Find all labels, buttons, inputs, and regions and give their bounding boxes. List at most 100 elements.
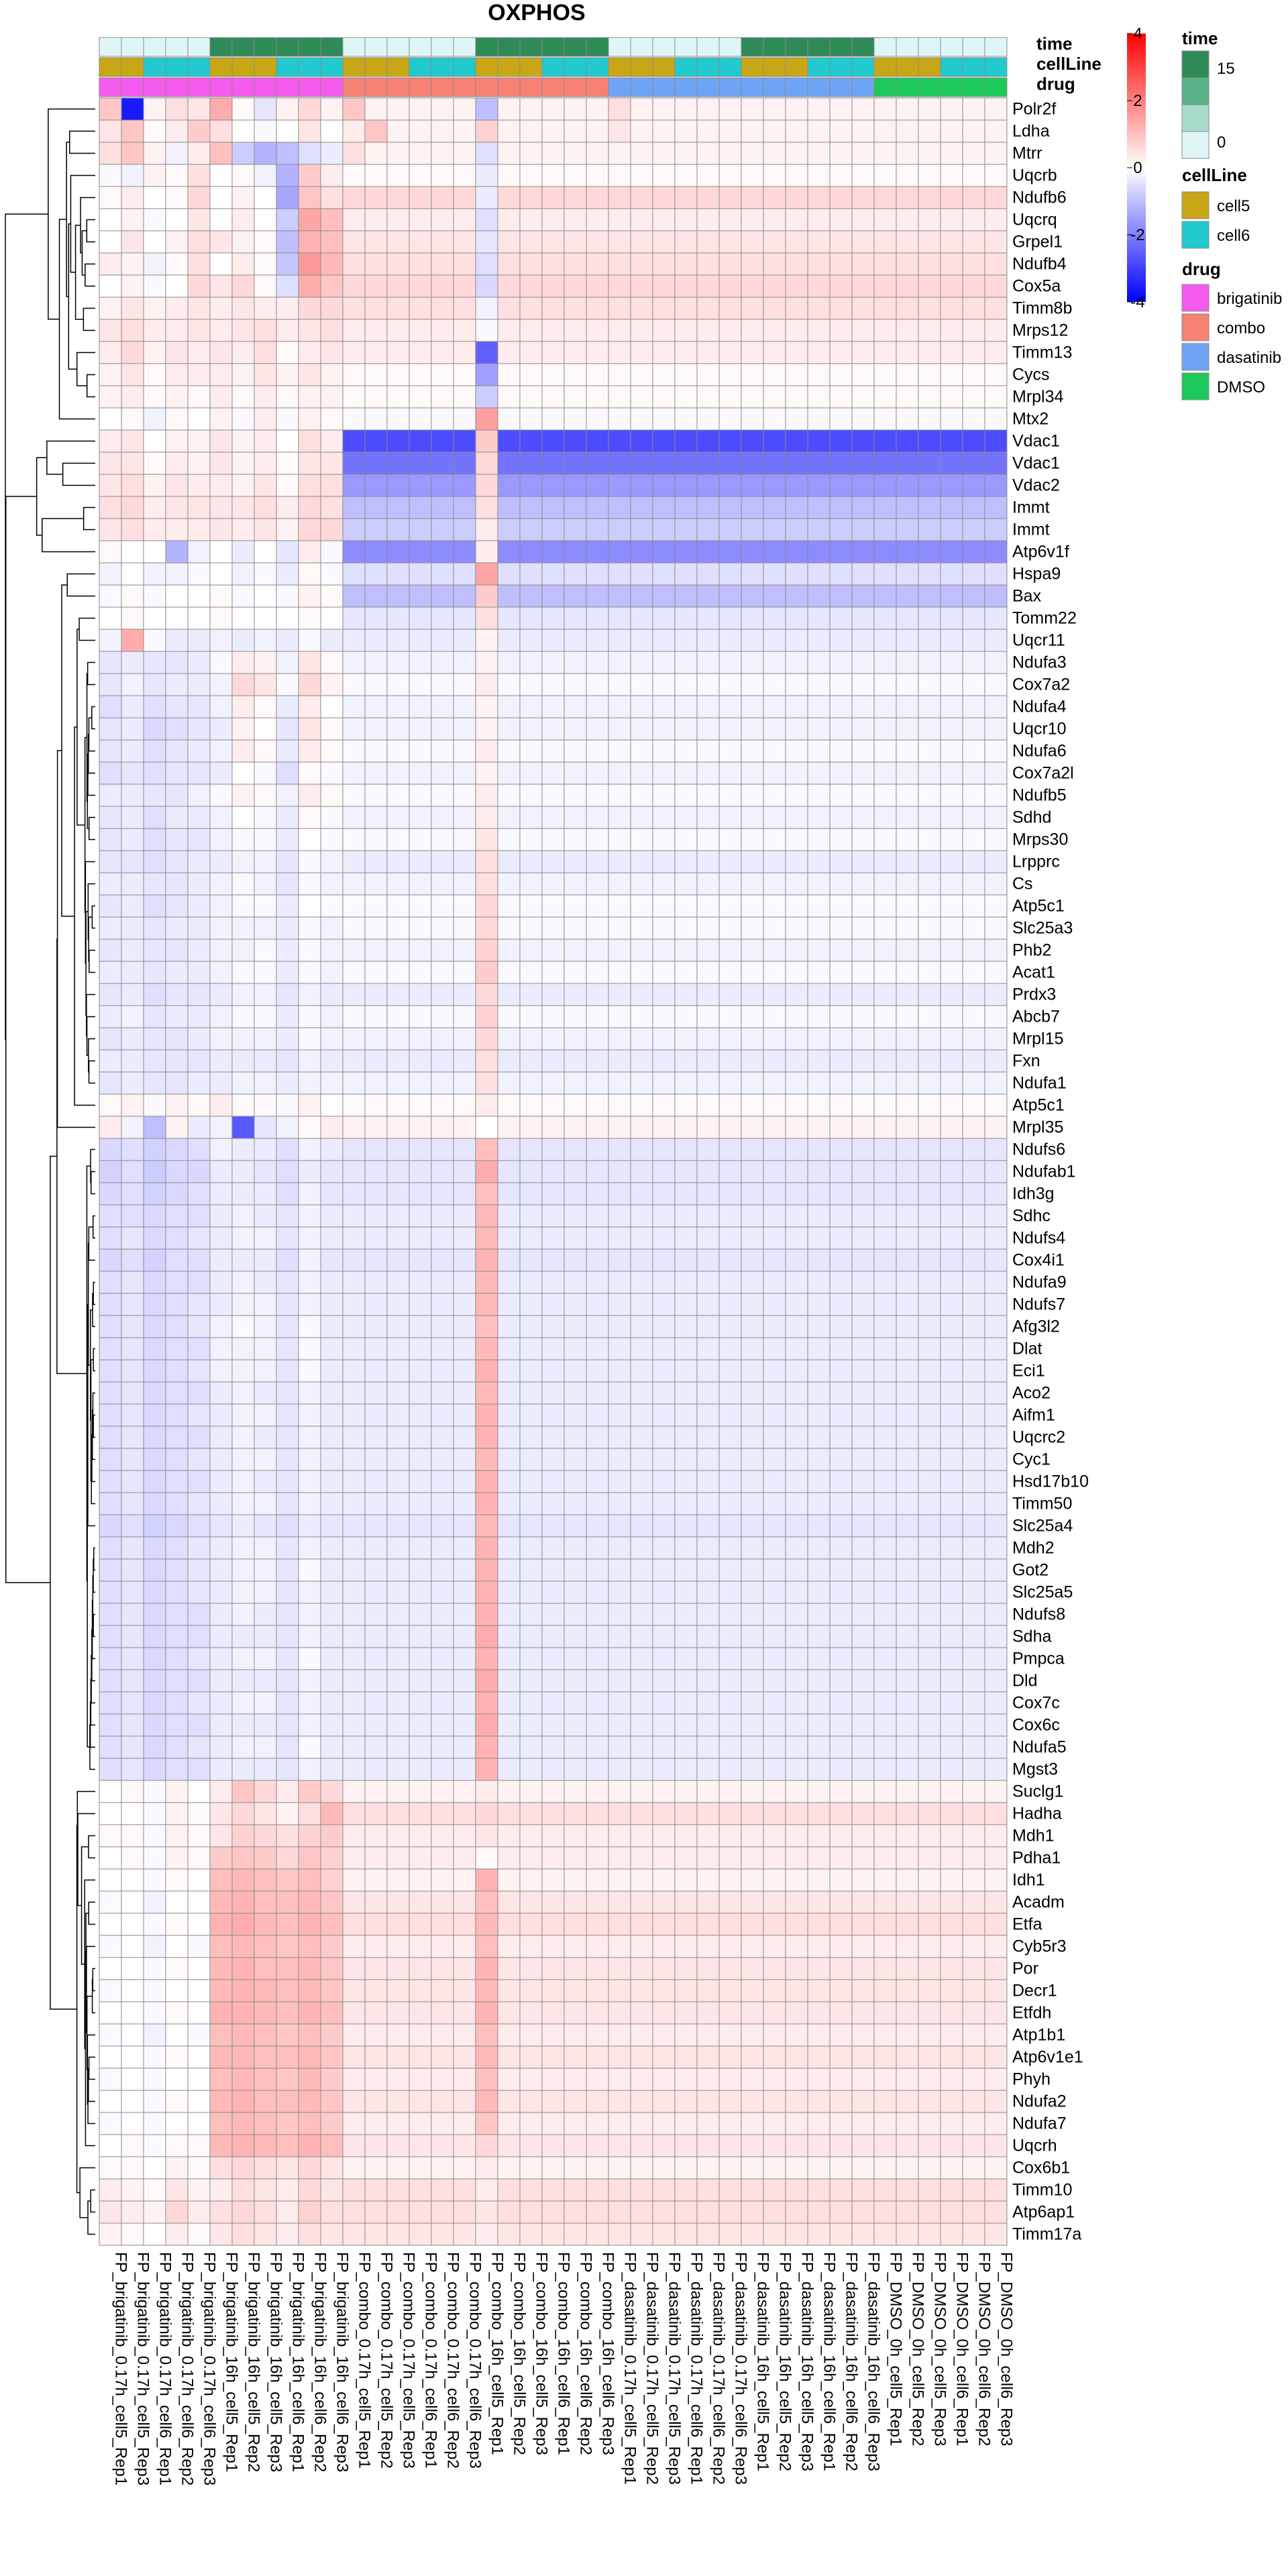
- heatmap-cell: [896, 1426, 919, 1449]
- heatmap-cell: [497, 1647, 521, 1670]
- heatmap-cell: [99, 1248, 122, 1272]
- heatmap-cell: [851, 2200, 875, 2224]
- heatmap-cell: [143, 1027, 166, 1051]
- heatmap-cell: [231, 850, 255, 873]
- heatmap-cell: [918, 1005, 941, 1028]
- dendrogram-branch: [62, 462, 95, 486]
- heatmap-cell: [674, 1625, 698, 1648]
- heatmap-cell: [630, 1957, 653, 1980]
- heatmap-cell: [364, 1935, 388, 1958]
- row-label: Bax: [1012, 587, 1042, 606]
- heatmap-cell: [187, 1691, 211, 1715]
- heatmap-cell: [209, 673, 233, 696]
- heatmap-cell: [209, 429, 233, 453]
- heatmap-cell: [254, 1093, 277, 1117]
- heatmap-cell: [320, 1182, 343, 1205]
- heatmap-cell: [652, 961, 676, 984]
- heatmap-cell: [940, 1514, 963, 1538]
- column-labels: FP_brigatinib_0.17h_cell5_Rep1 FP_brigati…: [112, 2252, 1016, 2485]
- heatmap-cell: [896, 2001, 919, 2025]
- heatmap-cell: [564, 673, 587, 696]
- heatmap-cell: [519, 1979, 543, 2002]
- heatmap-cell: [364, 1913, 388, 1936]
- heatmap-cell: [320, 1580, 343, 1604]
- heatmap-cell: [99, 961, 122, 984]
- heatmap-cell: [741, 1359, 764, 1383]
- heatmap-cell: [276, 1558, 299, 1582]
- heatmap-cell: [298, 1492, 321, 1515]
- heatmap-cell: [298, 2178, 321, 2202]
- heatmap-cell: [209, 2178, 233, 2202]
- heatmap-cell: [807, 2023, 830, 2047]
- heatmap-cell: [851, 761, 875, 785]
- heatmap-cell: [851, 1005, 875, 1028]
- heatmap-cell: [143, 97, 166, 121]
- heatmap-cell: [342, 2134, 366, 2157]
- heatmap-cell: [342, 1802, 366, 1825]
- heatmap-cell: [276, 673, 299, 696]
- heatmap-cell: [896, 1337, 919, 1360]
- heatmap-cell: [696, 1138, 720, 1161]
- heatmap-cell: [209, 1824, 233, 1847]
- heatmap-cell: [918, 518, 941, 541]
- heatmap-cell: [741, 1758, 764, 1781]
- heatmap-cell: [896, 1669, 919, 1693]
- heatmap-cell: [763, 2200, 786, 2224]
- heatmap-cell: [807, 1580, 830, 1604]
- heatmap-cell: [940, 1580, 963, 1604]
- heatmap-cell: [231, 1603, 255, 1626]
- heatmap-cell: [608, 1049, 631, 1073]
- heatmap-cell: [231, 252, 255, 276]
- heatmap-cell: [586, 2200, 609, 2224]
- heatmap-cell: [718, 1625, 742, 1648]
- heatmap-cell: [674, 1536, 698, 1560]
- heatmap-cell: [143, 1005, 166, 1028]
- heatmap-cell: [475, 1160, 498, 1183]
- heatmap-cell: [431, 761, 454, 785]
- heatmap-cell: [364, 739, 388, 763]
- heatmap-cell: [364, 341, 388, 364]
- heatmap-cell: [320, 1536, 343, 1560]
- heatmap-cell: [342, 274, 366, 298]
- heatmap-cell: [276, 784, 299, 807]
- heatmap-cell: [541, 1780, 565, 1803]
- heatmap-cell: [143, 1647, 166, 1670]
- heatmap-cell: [851, 1359, 875, 1383]
- heatmap-cell: [829, 1846, 853, 1870]
- heatmap-cell: [652, 540, 676, 564]
- heatmap-cell: [741, 1669, 764, 1693]
- heatmap-cell: [497, 363, 521, 386]
- heatmap-cell: [984, 474, 1008, 497]
- heatmap-cell: [896, 2134, 919, 2157]
- heatmap-cell: [541, 518, 565, 541]
- heatmap-cell: [453, 1890, 476, 1914]
- heatmap-cell: [497, 1868, 521, 1892]
- heatmap-cell: [918, 1669, 941, 1693]
- heatmap-cell: [519, 1359, 543, 1383]
- heatmap-cell: [918, 894, 941, 918]
- heatmap-cell: [763, 1049, 786, 1073]
- heatmap-cell: [320, 606, 343, 630]
- heatmap-cell: [674, 938, 698, 962]
- heatmap-cell: [276, 1448, 299, 1471]
- heatmap-cell: [431, 916, 454, 940]
- heatmap-cell: [763, 1204, 786, 1228]
- heatmap-cell: [984, 938, 1008, 962]
- heatmap-cell: [586, 2222, 609, 2246]
- heatmap-cell: [519, 385, 543, 409]
- heatmap-cell: [608, 629, 631, 652]
- heatmap-cell: [564, 695, 587, 718]
- heatmap-cell: [586, 1514, 609, 1538]
- heatmap-cell: [962, 451, 985, 475]
- heatmap-cell: [829, 474, 853, 497]
- heatmap-cell: [320, 850, 343, 873]
- heatmap-cell: [984, 828, 1008, 851]
- heatmap-cell: [564, 1271, 587, 1294]
- heatmap-cell: [431, 1935, 454, 1958]
- heatmap-cell: [231, 341, 255, 364]
- heatmap-cell: [541, 1093, 565, 1117]
- heatmap-cell: [741, 894, 764, 918]
- heatmap-cell: [741, 651, 764, 674]
- heatmap-cell: [962, 1868, 985, 1892]
- heatmap-cell: [829, 1470, 853, 1493]
